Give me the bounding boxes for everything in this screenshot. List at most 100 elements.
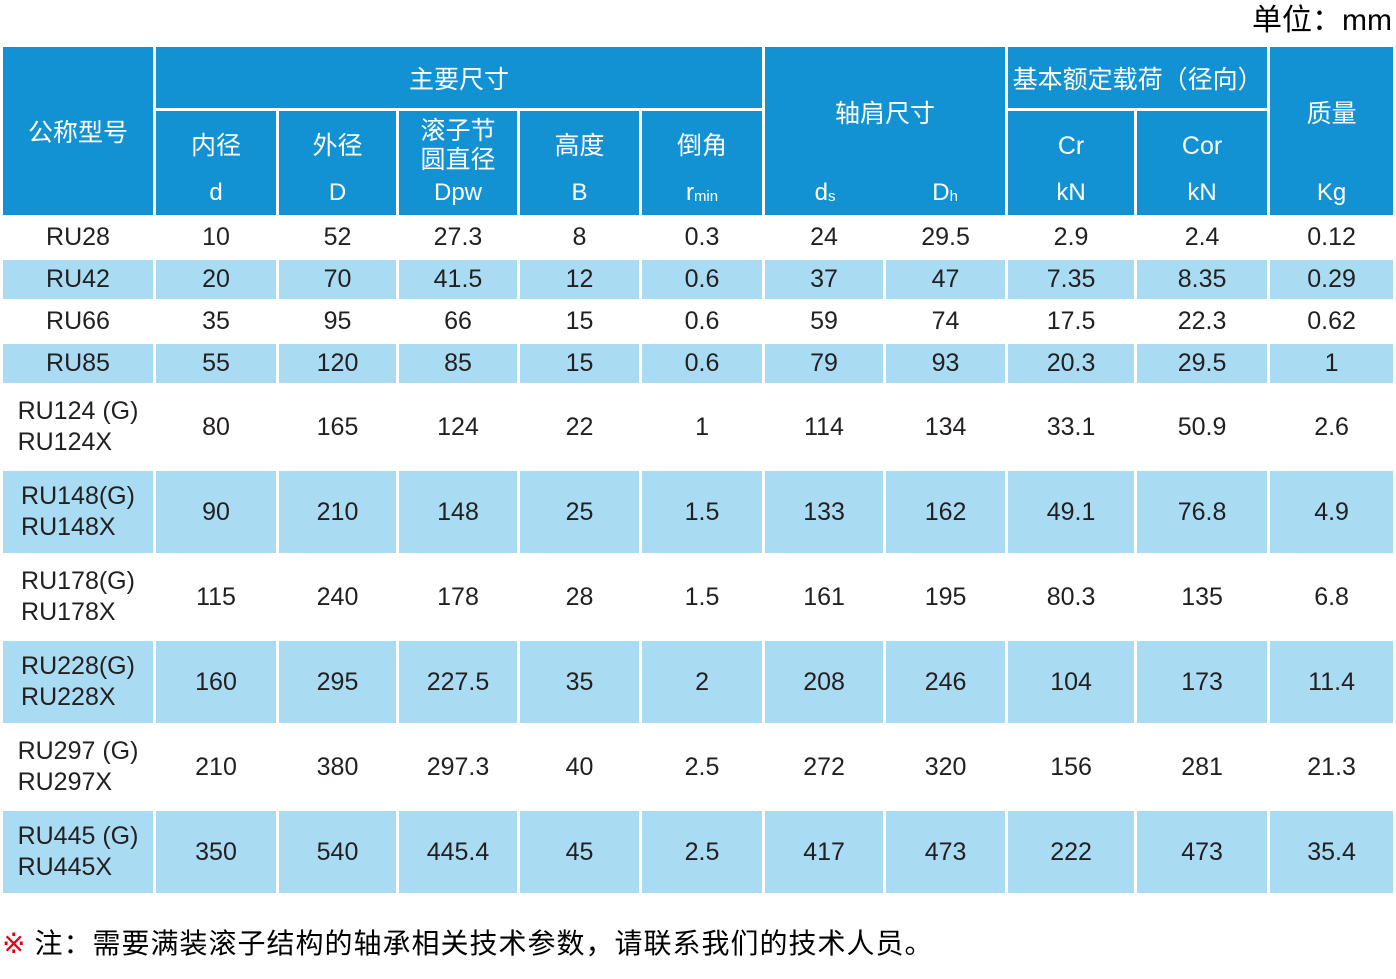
cell-load-Cor: 8.35 [1137,260,1268,299]
cell-shoulder-ds: 24 [765,218,884,257]
header-model: 公称型号 [3,47,153,215]
header-unit-kg: Kg [1316,179,1347,206]
cell-outer-D: 120 [279,344,396,383]
cell-mass-Kg: 35.4 [1270,811,1394,893]
cell-outer-D: 295 [279,641,396,723]
header-bore: 内径 d [156,111,276,215]
cell-chamfer-rmin: 2.5 [642,811,763,893]
cr-label: Cr [1057,131,1085,160]
height-label: 高度 [554,131,605,160]
cell-shoulder-ds: 208 [765,641,884,723]
mass-label: 质量 [1306,99,1357,128]
cell-bore-d: 80 [156,386,276,468]
cell-load-Cr: 17.5 [1008,302,1135,341]
cell-chamfer-rmin: 1.5 [642,556,763,638]
table-header: 公称型号 主要尺寸 轴肩尺寸 ds Dh 基本额定载荷（径向） 质量 [3,47,1394,215]
cell-chamfer-rmin: 1.5 [642,471,763,553]
model-cell: RU297 (G) RU297X [3,726,153,808]
cell-bore-d: 35 [156,302,276,341]
footnote: ※ 注：需要满装滚子结构的轴承相关技术参数，请联系我们的技术人员。 [0,922,1396,962]
cell-shoulder-Dh: 473 [886,811,1006,893]
cell-chamfer-rmin: 2.5 [642,726,763,808]
cell-height-B: 22 [520,386,639,468]
cell-pitch-Dpw: 85 [399,344,517,383]
header-symbol-dh: Dh [932,179,958,206]
cell-height-B: 25 [520,471,639,553]
cell-shoulder-ds: 272 [765,726,884,808]
model-cell: RU85 [3,344,153,383]
cell-mass-Kg: 4.9 [1270,471,1394,553]
cell-chamfer-rmin: 0.6 [642,344,763,383]
cor-unit: kN [1187,179,1217,206]
table-body: RU28 10 52 27.3 8 0.3 24 29.5 2.9 2.4 0.12 RU42 20 70… [3,218,1394,893]
cell-bore-d: 210 [156,726,276,808]
bearing-spec-table: 公称型号 主要尺寸 轴肩尺寸 ds Dh 基本额定载荷（径向） 质量 [0,44,1396,896]
pitch-diameter-label: 滚子节 圆直径 [420,117,496,174]
cell-height-B: 35 [520,641,639,723]
cell-shoulder-Dh: 134 [886,386,1006,468]
header-chamfer: 倒角 rmin [642,111,763,215]
model-cell: RU148(G) RU148X [3,471,153,553]
header-cr: Cr kN [1008,111,1135,215]
model-cell: RU42 [3,260,153,299]
header-outer-diameter: 外径 D [279,111,396,215]
cell-shoulder-ds: 79 [765,344,884,383]
table-row: RU124 (G) RU124X 80 165 124 22 1 114 134 33.1 50.9… [3,386,1394,468]
cell-shoulder-Dh: 246 [886,641,1006,723]
cell-shoulder-Dh: 29.5 [886,218,1006,257]
cell-bore-d: 160 [156,641,276,723]
cell-shoulder-Dh: 320 [886,726,1006,808]
cell-mass-Kg: 0.12 [1270,218,1394,257]
table-row: RU148(G) RU148X 90 210 148 25 1.5 133 162 49.1 76.… [3,471,1394,553]
cell-load-Cr: 7.35 [1008,260,1135,299]
cell-height-B: 45 [520,811,639,893]
cell-load-Cor: 76.8 [1137,471,1268,553]
cell-shoulder-ds: 114 [765,386,884,468]
model-cell: RU228(G) RU228X [3,641,153,723]
cell-outer-D: 540 [279,811,396,893]
header-group-mass: 质量 Kg [1270,47,1394,215]
cell-outer-D: 70 [279,260,396,299]
cell-chamfer-rmin: 0.6 [642,260,763,299]
table-row: RU28 10 52 27.3 8 0.3 24 29.5 2.9 2.4 0.12 [3,218,1394,257]
cell-shoulder-Dh: 162 [886,471,1006,553]
cell-load-Cr: 20.3 [1008,344,1135,383]
cell-chamfer-rmin: 1 [642,386,763,468]
cell-mass-Kg: 0.29 [1270,260,1394,299]
header-symbol-rmin: rmin [685,179,719,206]
cell-pitch-Dpw: 27.3 [399,218,517,257]
cell-outer-D: 380 [279,726,396,808]
cell-height-B: 15 [520,302,639,341]
cell-shoulder-Dh: 47 [886,260,1006,299]
cell-load-Cr: 104 [1008,641,1135,723]
cell-load-Cor: 135 [1137,556,1268,638]
cell-pitch-Dpw: 66 [399,302,517,341]
cell-height-B: 15 [520,344,639,383]
cell-mass-Kg: 11.4 [1270,641,1394,723]
chamfer-label: 倒角 [677,131,728,160]
header-symbol-ds: ds [814,179,836,206]
model-cell: RU445 (G) RU445X [3,811,153,893]
cell-load-Cor: 173 [1137,641,1268,723]
cell-load-Cor: 2.4 [1137,218,1268,257]
header-symbol-Dpw: Dpw [433,179,482,206]
cell-pitch-Dpw: 297.3 [399,726,517,808]
table-row: RU42 20 70 41.5 12 0.6 37 47 7.35 8.35 0.29 [3,260,1394,299]
cell-height-B: 12 [520,260,639,299]
table-row: RU228(G) RU228X 160 295 227.5 35 2 208 246 104 173… [3,641,1394,723]
cell-outer-D: 240 [279,556,396,638]
cell-load-Cr: 49.1 [1008,471,1135,553]
cell-mass-Kg: 6.8 [1270,556,1394,638]
table-row: RU66 35 95 66 15 0.6 59 74 17.5 22.3 0.62 [3,302,1394,341]
cell-load-Cor: 473 [1137,811,1268,893]
cell-load-Cor: 22.3 [1137,302,1268,341]
cell-shoulder-ds: 59 [765,302,884,341]
cell-mass-Kg: 21.3 [1270,726,1394,808]
cell-pitch-Dpw: 445.4 [399,811,517,893]
cell-mass-Kg: 1 [1270,344,1394,383]
cell-load-Cr: 156 [1008,726,1135,808]
cell-pitch-Dpw: 178 [399,556,517,638]
cell-height-B: 8 [520,218,639,257]
cell-pitch-Dpw: 148 [399,471,517,553]
cell-bore-d: 350 [156,811,276,893]
